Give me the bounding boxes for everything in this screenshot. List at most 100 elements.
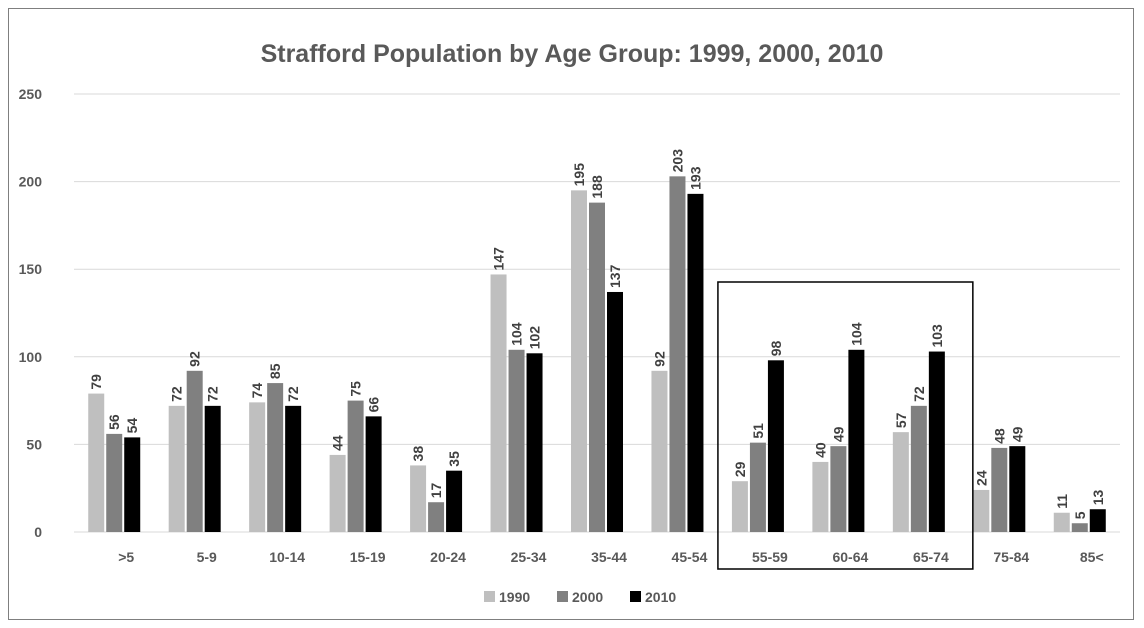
data-label: 104 [848, 322, 864, 346]
bar-2010 [928, 351, 945, 532]
bar-1990 [410, 465, 427, 532]
bar-1990 [168, 405, 185, 532]
y-tick-label: 50 [26, 436, 42, 452]
data-label: 35 [446, 451, 462, 467]
legend-swatch-2000 [557, 591, 568, 602]
data-label: 72 [205, 386, 221, 402]
data-label: 38 [410, 446, 426, 462]
x-category-label: 65-74 [913, 549, 949, 565]
data-label: 24 [973, 470, 989, 486]
x-category-label: >5 [118, 549, 134, 565]
bar-2000 [186, 370, 203, 532]
bar-2000 [267, 383, 284, 532]
x-category-label: 5-9 [197, 549, 217, 565]
y-tick-label: 200 [19, 174, 43, 190]
bar-2010 [285, 405, 302, 532]
data-label: 66 [366, 397, 382, 413]
bar-2010 [848, 349, 865, 532]
data-label: 188 [589, 175, 605, 199]
data-label: 193 [687, 166, 703, 190]
bar-1990 [249, 402, 266, 532]
data-label: 79 [88, 374, 104, 390]
legend-swatch-1990 [484, 591, 495, 602]
x-category-label: 25-34 [511, 549, 547, 565]
data-label: 85 [267, 363, 283, 379]
legend-label-1990: 1990 [499, 589, 530, 605]
bar-2000 [1071, 523, 1088, 532]
x-category-label: 10-14 [269, 549, 305, 565]
bar-2010 [1009, 446, 1026, 532]
x-category-label: 35-44 [591, 549, 627, 565]
bar-1990 [329, 454, 346, 532]
bar-1990 [973, 489, 990, 532]
bar-1990 [571, 190, 587, 533]
bar-2000 [508, 349, 525, 532]
bar-1990 [731, 481, 748, 532]
bar-2000 [347, 400, 364, 532]
data-label: 92 [187, 351, 203, 367]
data-label: 147 [491, 247, 507, 271]
y-tick-label: 100 [19, 349, 43, 365]
bar-2000 [830, 446, 847, 532]
bar-2010 [204, 405, 221, 532]
data-label: 11 [1054, 494, 1070, 509]
x-category-label: 45-54 [672, 549, 708, 565]
legend-swatch-2010 [630, 591, 641, 602]
bar-1990 [88, 393, 105, 532]
bar-2010 [124, 437, 141, 532]
highlight-box [717, 281, 974, 570]
data-label: 17 [428, 482, 444, 498]
y-tick-label: 0 [34, 524, 42, 540]
bar-1990 [651, 370, 668, 532]
bar-1990 [490, 274, 507, 532]
data-label: 102 [527, 326, 543, 350]
x-category-label: 60-64 [832, 549, 868, 565]
data-label: 74 [249, 383, 265, 399]
data-label: 72 [169, 386, 185, 402]
data-label: 72 [911, 386, 927, 402]
x-category-label: 85< [1080, 549, 1104, 565]
bar-2000 [991, 447, 1008, 532]
y-tick-label: 250 [19, 86, 43, 102]
data-label: 98 [768, 341, 784, 357]
y-tick-label: 150 [19, 261, 43, 277]
data-label: 92 [651, 351, 667, 367]
data-label: 137 [607, 264, 623, 288]
legend-label-2000: 2000 [572, 589, 603, 605]
x-category-label: 75-84 [993, 549, 1029, 565]
bar-1990 [1053, 512, 1070, 532]
data-label: 49 [830, 426, 846, 442]
bar-2000 [589, 202, 605, 532]
data-label: 72 [285, 386, 301, 402]
data-label: 56 [106, 414, 122, 430]
bar-2010 [607, 291, 623, 532]
bar-2010 [446, 470, 463, 532]
data-label: 51 [750, 423, 766, 439]
data-label: 29 [732, 461, 748, 477]
bar-1990 [812, 461, 829, 532]
data-label: 13 [1090, 489, 1106, 505]
bar-2000 [428, 502, 445, 532]
legend-label-2010: 2010 [645, 589, 676, 605]
data-label: 57 [893, 412, 909, 428]
x-category-label: 20-24 [430, 549, 466, 565]
data-label: 75 [348, 381, 364, 397]
data-label: 44 [330, 435, 346, 451]
data-label: 40 [812, 442, 828, 458]
data-label: 103 [929, 324, 945, 348]
data-label: 203 [669, 149, 685, 173]
bar-2010 [767, 360, 784, 532]
bar-2000 [106, 433, 123, 532]
data-label: 195 [571, 163, 587, 187]
bar-2000 [669, 176, 686, 532]
x-category-label: 15-19 [350, 549, 386, 565]
chart-title: Strafford Population by Age Group: 1999,… [260, 40, 884, 68]
x-category-label: 55-59 [752, 549, 788, 565]
bar-2010 [687, 193, 704, 532]
bar-2010 [526, 353, 543, 532]
bar-2010 [1089, 509, 1106, 532]
bar-2000 [749, 442, 766, 532]
bar-2010 [365, 416, 382, 532]
data-label: 48 [991, 428, 1007, 444]
